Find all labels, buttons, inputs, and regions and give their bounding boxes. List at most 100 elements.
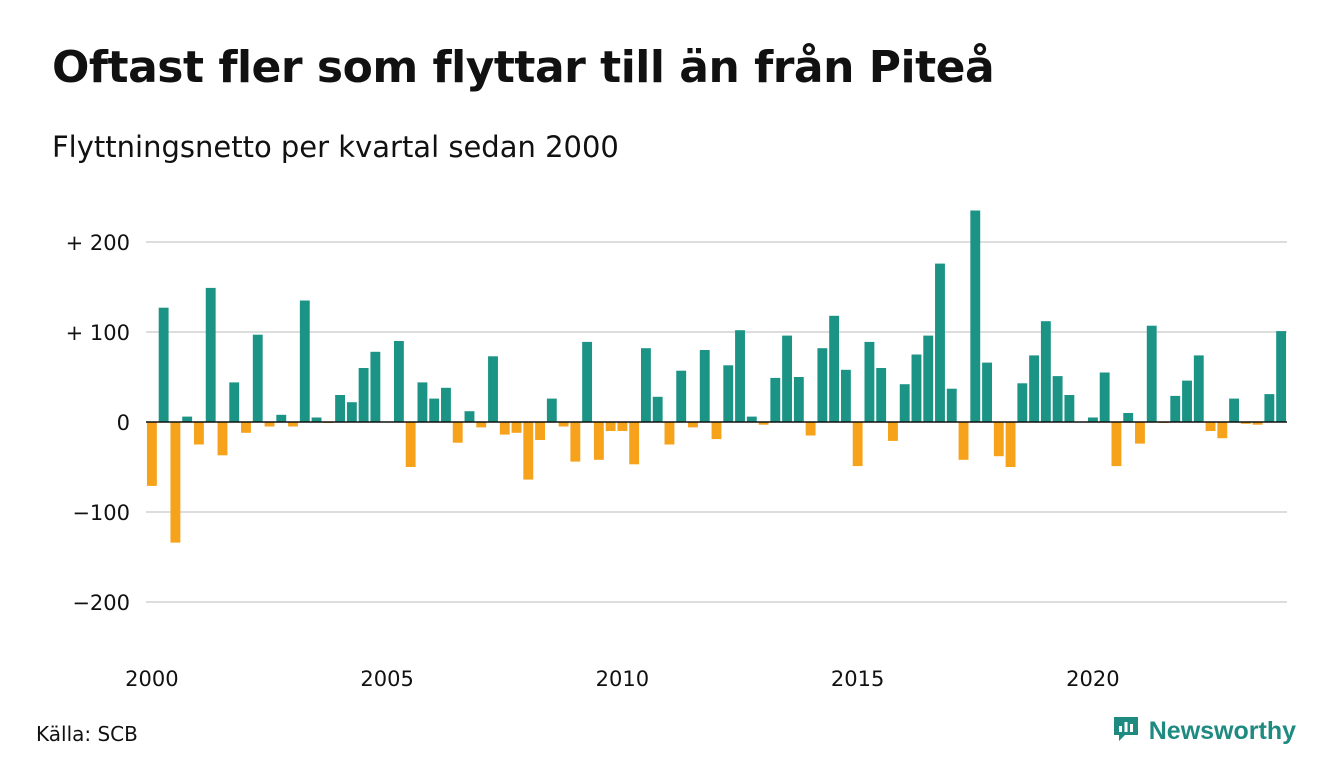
y-tick-label: + 200 [66,231,130,255]
brand-name: Newsworthy [1148,716,1296,745]
bar [182,416,193,422]
bar [299,300,310,422]
bar [888,422,898,441]
x-tick-label: 2015 [831,667,884,691]
source-note: Källa: SCB [36,722,138,746]
bar [511,422,522,433]
bar [546,398,557,422]
bar [664,422,675,445]
newsworthy-logo-icon [1111,714,1141,748]
bar [452,422,463,443]
bar [1005,422,1016,467]
bar [829,315,840,422]
bar [288,422,298,427]
bar [370,351,381,422]
bar [523,422,534,480]
bar [970,210,981,422]
bar [1205,422,1216,431]
bar [676,370,687,422]
bar [793,377,804,422]
bar [276,414,287,422]
bar [429,398,440,422]
bar [346,402,357,422]
bar [170,422,181,543]
bar [441,387,451,422]
x-axis-labels: 2000 2005 2010 2015 2020 [125,667,1119,691]
bar [417,382,428,422]
bar [1064,395,1075,422]
y-tick-label: −200 [72,591,130,615]
bar [193,422,204,445]
bar [982,362,992,422]
bar [746,416,757,422]
bar [335,395,346,422]
bar [311,417,322,422]
bar [923,335,934,422]
bar [1240,422,1251,424]
bar [652,396,663,422]
bar [946,388,957,422]
bar [758,422,769,425]
bar [405,422,416,467]
bar [629,422,640,465]
bar [1040,321,1051,422]
bar [1146,325,1157,422]
bar [605,422,616,431]
bar [593,422,604,460]
bar [582,341,593,422]
chart-subtitle: Flyttningsnetto per kvartal sedan 2000 [52,130,619,164]
bar [535,422,545,440]
y-axis-labels: + 200 + 100 0 −100 −200 [66,231,130,615]
bar [1170,395,1181,422]
bar [1135,422,1145,444]
bar [852,422,863,467]
bar [1229,398,1240,422]
grid-lines [146,241,1287,603]
bar [146,422,157,486]
bar [817,348,828,422]
bar [570,422,581,462]
brand-logo[interactable]: Newsworthy [1111,714,1296,748]
bar [911,354,922,422]
bar [558,422,569,427]
bar [640,348,651,422]
bar [958,422,969,460]
bar [699,350,710,422]
bar-chart: + 200 + 100 0 −100 −200 2000 2005 2010 2015 2020 [66,210,1287,691]
bar [241,422,251,433]
bar [229,382,240,422]
bar [264,422,275,427]
bar [935,263,945,422]
x-tick-label: 2005 [360,667,413,691]
y-tick-label: + 100 [66,321,130,345]
bar [1217,422,1228,439]
bar [770,377,781,422]
bar [1123,413,1134,422]
bar [711,422,722,440]
bar [1017,383,1028,422]
bar [1111,422,1122,467]
bar [782,335,793,422]
bar [1193,355,1204,422]
bar [723,365,734,422]
chart-title: Oftast fler som flyttar till än från Pit… [52,42,995,93]
bar [1029,355,1040,422]
x-tick-label: 2020 [1066,667,1119,691]
bar [393,341,404,422]
bar [1276,331,1287,422]
bar [1052,376,1063,422]
bar [876,368,887,422]
bar [205,287,216,422]
bar [840,369,851,422]
bar [735,330,745,422]
bar [864,341,875,422]
bar [252,334,263,422]
bar [993,422,1004,457]
bar [617,422,628,431]
bar [499,422,510,435]
bar [1252,422,1263,425]
bar [688,422,698,428]
bar [217,422,228,456]
bar [358,368,369,422]
bar [899,384,910,422]
